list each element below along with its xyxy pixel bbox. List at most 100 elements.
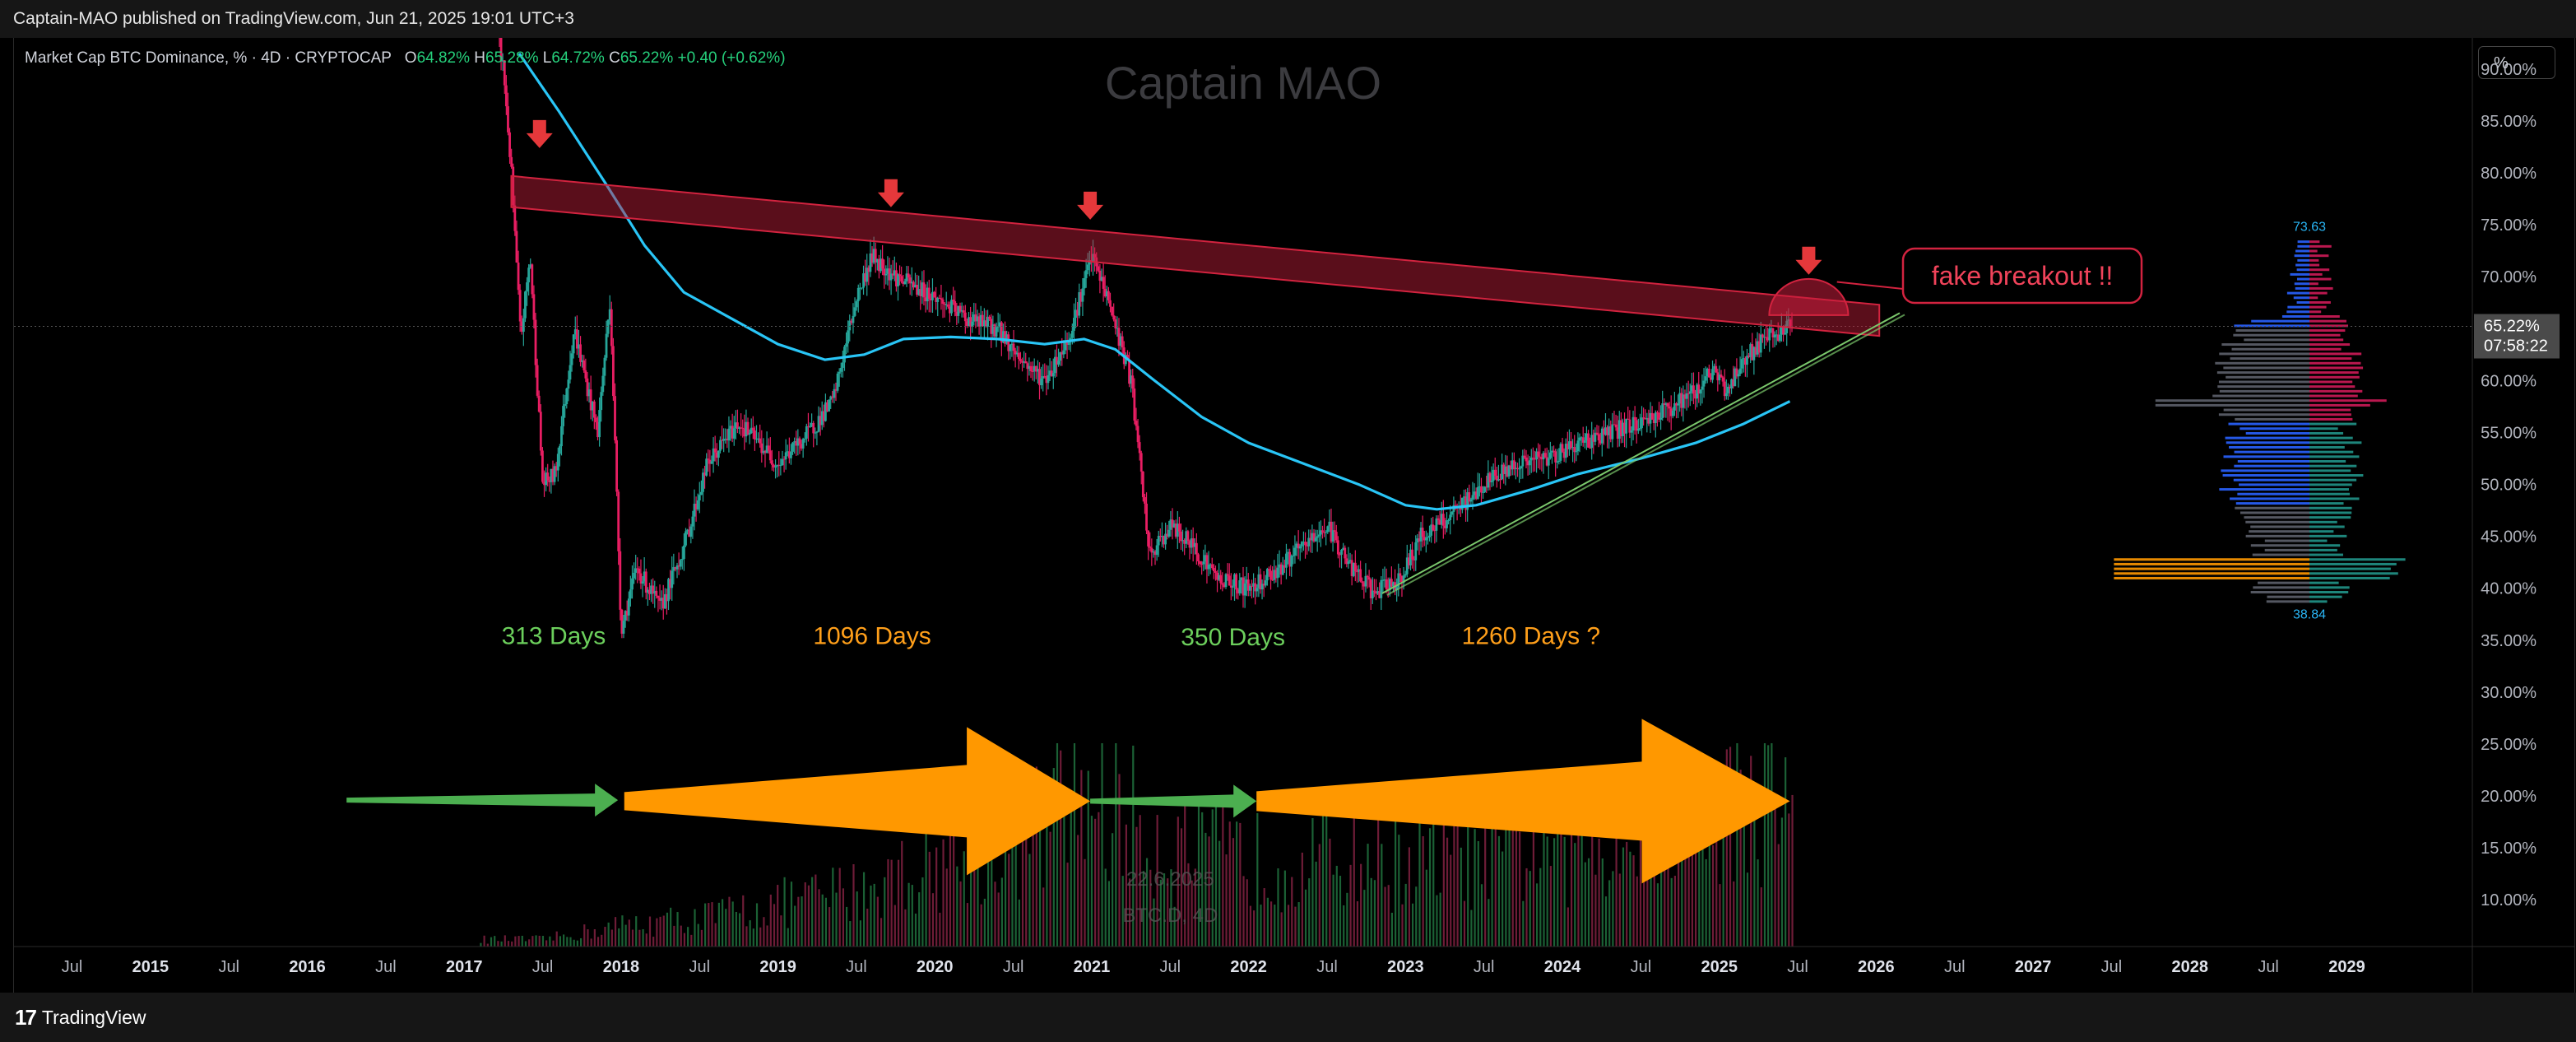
candle-body — [666, 593, 668, 602]
volume-bar — [514, 936, 517, 947]
candle-body — [1521, 455, 1525, 467]
volume-bar — [652, 937, 655, 947]
volume-bar — [1263, 888, 1265, 947]
candle-body — [1650, 412, 1654, 420]
candle-body — [834, 388, 838, 391]
profile-bar-right — [2309, 263, 2320, 267]
x-tick-label: 2028 — [2172, 958, 2209, 976]
candle-body — [1463, 496, 1465, 498]
volume-bar — [742, 895, 745, 947]
candle-body — [866, 267, 869, 282]
candle-body — [1656, 412, 1659, 414]
y-axis: 90.00%85.00%80.00%75.00%70.00%65.00%60.0… — [2472, 38, 2574, 993]
candle-body — [765, 445, 768, 454]
candle-body — [1571, 447, 1575, 449]
candle-body — [1177, 523, 1181, 532]
candle-body — [734, 422, 737, 429]
profile-bar-left — [2223, 408, 2309, 412]
candle-body — [815, 431, 819, 433]
x-tick-label: Jul — [218, 958, 239, 976]
volume-bar — [587, 929, 589, 947]
volume-bar — [1008, 854, 1010, 947]
x-tick-label: Jul — [532, 958, 554, 976]
candle-body — [1440, 514, 1443, 525]
candle-body — [962, 310, 965, 313]
candle-body — [1737, 374, 1740, 377]
volume-bar — [1035, 766, 1037, 947]
candle-body — [1631, 416, 1635, 431]
volume-bar — [1297, 902, 1300, 947]
volume-bar — [1142, 871, 1144, 947]
volume-bar — [1304, 889, 1307, 947]
x-axis: Jul 2015 Jul 2016 Jul 2017 Jul 2018 Jul 2019 Jul 20… — [14, 946, 2574, 976]
profile-bar-left — [2218, 413, 2309, 416]
cycle-duration-label: 313 Days — [502, 623, 606, 650]
candle-body — [1135, 421, 1138, 426]
candle-body — [1229, 585, 1232, 588]
candle-body — [1265, 569, 1269, 581]
volume-bar — [1543, 795, 1545, 947]
volume-bar — [1643, 836, 1645, 947]
profile-bar-right — [2309, 436, 2353, 440]
x-tick-label: 2024 — [1544, 958, 1581, 976]
candle-body — [1639, 428, 1641, 430]
volume-bar — [1711, 844, 1715, 947]
candle-body — [736, 422, 739, 430]
volume-bar — [766, 925, 768, 947]
tradingview-logo-icon[interactable]: 17 — [15, 1004, 37, 1030]
candle-body — [719, 440, 722, 451]
chart-frame[interactable]: 22.6.2025 BTC.D, 4D 73.63 38.84 Captain MA… — [13, 0, 2575, 993]
chart-svg[interactable]: 22.6.2025 BTC.D, 4D 73.63 38.84 Captain MA… — [14, 0, 2574, 993]
candle-body — [1321, 530, 1324, 533]
candle-body — [1627, 418, 1630, 420]
candle-body — [1200, 564, 1204, 565]
candle-body — [1706, 368, 1709, 377]
volume-bar — [1574, 843, 1576, 947]
candle-body — [1600, 428, 1604, 444]
volume-bar — [1705, 858, 1707, 947]
candle-body — [1773, 334, 1776, 337]
resistance-channel — [510, 174, 1881, 337]
y-tick-label: 45.00% — [2481, 528, 2537, 547]
candle-body — [1100, 277, 1103, 281]
percent-scale-button[interactable]: % — [2478, 46, 2555, 79]
candle-body — [1380, 579, 1383, 598]
volume-bar — [1004, 810, 1007, 947]
candle-body — [727, 428, 731, 441]
legend-change: +0.40 (+0.62%) — [677, 49, 786, 67]
candle-body — [653, 590, 657, 594]
volume-bar — [1580, 812, 1583, 947]
profile-low-label: 38.84 — [2293, 607, 2326, 621]
candle-body — [1529, 457, 1533, 461]
volume-bar — [749, 920, 751, 947]
profile-bar-left — [2114, 558, 2309, 561]
candle-body — [943, 303, 946, 305]
profile-bar-right — [2309, 581, 2339, 584]
candle-body — [1014, 351, 1017, 355]
profile-bar-right — [2309, 324, 2349, 328]
volume-bar — [1519, 831, 1521, 947]
candle-body — [1476, 486, 1479, 500]
tradingview-brand[interactable]: TradingView — [41, 1006, 146, 1028]
profile-bar-right — [2309, 478, 2357, 481]
candle-body — [1053, 356, 1056, 374]
profile-bar-right — [2309, 590, 2349, 593]
volume-bar — [1694, 762, 1697, 947]
candle-body — [1464, 496, 1467, 510]
volume-bar — [1201, 812, 1204, 947]
candle-body — [745, 421, 748, 437]
candle-body — [671, 570, 674, 588]
candle-body — [679, 560, 682, 567]
candle-body — [639, 573, 643, 584]
volume-bar — [1377, 811, 1380, 947]
candle-body — [1493, 469, 1497, 476]
candle-body — [620, 609, 624, 634]
candle-body — [770, 460, 773, 465]
candle-body — [1333, 530, 1336, 533]
candle-body — [1009, 345, 1012, 351]
candle-body — [1036, 369, 1039, 372]
footer-bar: 17 TradingView — [0, 993, 2576, 1042]
profile-bar-left — [2294, 254, 2309, 258]
volume-bar — [953, 821, 955, 947]
candle-body — [1235, 574, 1238, 590]
